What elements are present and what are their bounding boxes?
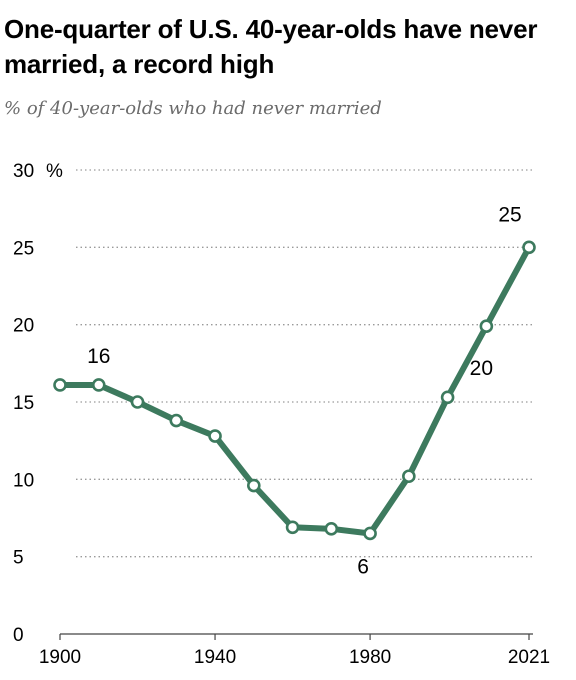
data-point-1920 [130, 395, 145, 409]
data-labels: 16 6 20 25 [87, 203, 522, 578]
data-point-2021 [522, 240, 536, 255]
data-point-1930 [169, 413, 184, 428]
y-tick-label-0: 0 [13, 625, 24, 646]
data-point-2000 [440, 390, 455, 405]
data-point-1990 [402, 469, 416, 484]
chart-subtitle: % of 40-year-olds who had never married [4, 98, 382, 119]
data-label-2021: 25 [498, 203, 521, 226]
y-tick-label-15: 15 [13, 393, 34, 414]
x-tick-label-1980: 1980 [349, 647, 391, 668]
y-tick-label-5: 5 [13, 548, 24, 569]
x-tick-label-1940: 1940 [194, 647, 236, 668]
series-line-0 [57, 244, 532, 537]
data-point-1950 [247, 478, 261, 493]
data-points [53, 240, 536, 541]
data-label-1910: 16 [87, 345, 110, 368]
data-point-1940 [208, 429, 222, 443]
y-unit-label: % [46, 161, 63, 182]
x-tick-label-2021: 2021 [508, 647, 550, 668]
axes: 0 5 10 15 20 25 30 % 1900 1940 1980 2021 [13, 161, 550, 668]
data-point-1900 [53, 378, 67, 392]
y-tick-label-30: 30 [13, 161, 34, 182]
data-label-2010: 20 [470, 357, 493, 380]
series-line [57, 244, 532, 537]
y-tick-label-25: 25 [13, 238, 34, 259]
x-tick-label-1900: 1900 [39, 647, 81, 668]
data-point-1980 [363, 526, 377, 541]
y-tick-label-10: 10 [13, 470, 34, 491]
data-label-1980: 6 [357, 555, 369, 578]
data-point-1910 [91, 378, 106, 392]
chart-title: One-quarter of U.S. 40-year-olds have ne… [4, 14, 538, 79]
data-point-1960 [285, 520, 300, 535]
data-point-1970 [324, 522, 339, 536]
y-tick-label-20: 20 [13, 316, 34, 337]
data-point-2010 [479, 319, 494, 334]
